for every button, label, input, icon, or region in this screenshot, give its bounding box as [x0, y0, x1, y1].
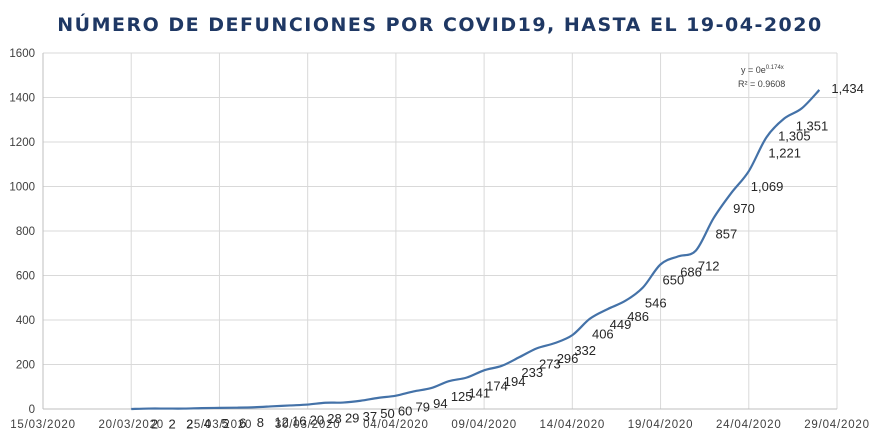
- data-label: 28: [327, 411, 341, 426]
- y-axis-ticks: 0 200 400 600 800 1000 1200 1400 1600: [9, 48, 35, 416]
- x-tick-label: 14/04/2020: [540, 419, 606, 431]
- x-tick-label: 30/03/2020: [275, 419, 341, 431]
- x-tick-label: 09/04/2020: [451, 419, 517, 431]
- data-label: 233: [521, 365, 543, 380]
- data-label: 1,434: [831, 81, 864, 96]
- data-label: 94: [433, 396, 447, 411]
- data-label: 174: [486, 378, 508, 393]
- data-label: 4: [204, 416, 211, 431]
- data-label: 50: [380, 406, 394, 421]
- data-label: 125: [451, 389, 473, 404]
- data-label: 406: [592, 327, 614, 342]
- y-tick-label: 1200: [9, 137, 35, 149]
- data-label: 857: [715, 226, 737, 241]
- y-tick-label: 1000: [9, 182, 35, 194]
- data-label: 296: [557, 351, 579, 366]
- x-tick-label: 15/03/2020: [10, 419, 76, 431]
- x-tick-label: 19/04/2020: [628, 419, 694, 431]
- data-label: 2: [186, 417, 193, 432]
- x-tick-label: 04/04/2020: [363, 419, 429, 431]
- y-tick-label: 1600: [9, 48, 35, 60]
- data-label: 16: [292, 413, 306, 428]
- data-labels: 2 2 2 4 5 6 8 12 16 20 28 29 37 50 60 79 94 1251411741942…: [151, 81, 864, 432]
- data-label: 8: [257, 415, 264, 430]
- data-label: 2: [169, 417, 176, 432]
- x-tick-label: 25/03/2020: [187, 419, 253, 431]
- data-label: 37: [363, 409, 377, 424]
- data-label: 546: [645, 296, 667, 311]
- trendline-equation-exponent: 0.174x: [766, 65, 784, 71]
- data-label: 332: [574, 343, 596, 358]
- x-tick-label: 24/04/2020: [716, 419, 782, 431]
- y-tick-label: 1400: [9, 93, 35, 105]
- data-label: 970: [733, 201, 755, 216]
- y-tick-label: 0: [29, 404, 35, 416]
- data-label: 1,351: [796, 118, 829, 133]
- data-label: 2: [151, 417, 158, 432]
- data-label: 141: [468, 386, 490, 401]
- x-tick-label: 20/03/2020: [98, 419, 164, 431]
- trendline-r-squared: R² = 0.9608: [738, 79, 785, 89]
- y-tick-label: 200: [16, 360, 35, 372]
- data-label: 449: [610, 317, 632, 332]
- trendline-annotation: y = 0e0.174x R² = 0.9608: [738, 65, 785, 89]
- data-label: 5: [221, 416, 228, 431]
- data-label: 712: [698, 259, 720, 274]
- data-label: 194: [504, 374, 526, 389]
- trendline-equation-base: y = 0e: [741, 65, 766, 75]
- data-label: 60: [398, 404, 412, 419]
- data-label: 1,305: [778, 129, 811, 144]
- chart-title: NÚMERO DE DEFUNCIONES POR COVID19, HASTA…: [57, 12, 822, 36]
- trendline-equation: y = 0e0.174x: [741, 65, 784, 75]
- data-label: 6: [239, 416, 246, 431]
- x-axis-ticks: 15/03/2020 20/03/2020 25/03/2020 30/03/2020…: [10, 419, 870, 431]
- data-label: 1,221: [768, 145, 801, 160]
- data-label: 1,069: [751, 179, 784, 194]
- gridlines: [43, 52, 838, 409]
- y-tick-label: 600: [16, 271, 35, 283]
- data-label: 12: [274, 414, 288, 429]
- data-label: 686: [680, 264, 702, 279]
- y-tick-label: 400: [16, 315, 35, 327]
- data-label: 273: [539, 356, 561, 371]
- y-tick-label: 800: [16, 226, 35, 238]
- data-label: 486: [627, 309, 649, 324]
- x-tick-label: 29/04/2020: [804, 419, 870, 431]
- data-label: 29: [345, 411, 359, 426]
- data-label: 20: [310, 413, 324, 428]
- series-line: [131, 89, 821, 411]
- data-label: 79: [416, 399, 430, 414]
- data-label: 650: [663, 272, 685, 287]
